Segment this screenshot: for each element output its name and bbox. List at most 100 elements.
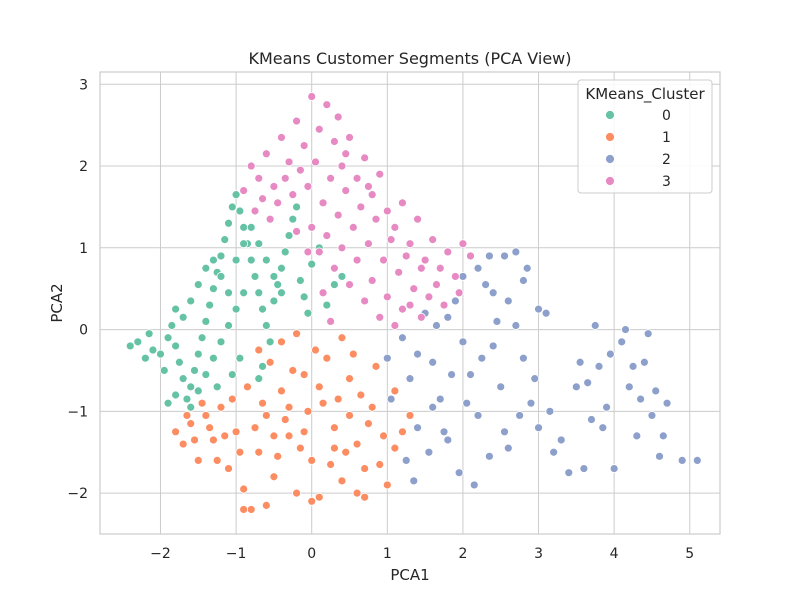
scatter-point — [197, 398, 207, 408]
scatter-point — [193, 456, 203, 465]
scatter-point — [677, 456, 687, 465]
scatter-point — [224, 288, 233, 298]
scatter-point — [284, 157, 294, 167]
scatter-point — [212, 456, 222, 465]
scatter-point — [337, 161, 347, 171]
scatter-point — [624, 382, 634, 392]
scatter-point — [371, 361, 381, 371]
legend-marker — [605, 132, 615, 142]
scatter-point — [609, 464, 619, 473]
scatter-point — [280, 173, 290, 183]
scatter-point — [345, 133, 354, 142]
scatter-point — [405, 239, 415, 249]
scatter-point — [182, 394, 192, 404]
scatter-point — [647, 411, 657, 420]
scatter-point — [401, 251, 411, 261]
scatter-point — [216, 251, 226, 261]
scatter-point — [348, 222, 358, 232]
scatter-point — [326, 316, 336, 326]
scatter-point — [322, 231, 332, 240]
scatter-point — [171, 427, 181, 437]
scatter-point — [571, 382, 581, 392]
scatter-point — [197, 333, 207, 343]
scatter-point — [575, 357, 585, 367]
scatter-point — [488, 341, 498, 351]
scatter-point — [405, 374, 415, 384]
scatter-point — [159, 366, 169, 375]
scatter-point — [352, 488, 362, 498]
y-tick-label: 1 — [79, 241, 88, 257]
scatter-point — [227, 370, 237, 379]
scatter-point — [432, 280, 441, 290]
scatter-point — [367, 276, 377, 285]
scatter-point — [186, 419, 196, 429]
scatter-point — [390, 386, 400, 396]
legend-label: 0 — [662, 108, 671, 124]
scatter-point — [246, 255, 256, 265]
scatter-point — [382, 353, 392, 363]
scatter-point — [277, 288, 286, 298]
scatter-point — [386, 235, 396, 245]
legend-marker — [605, 154, 615, 164]
scatter-point — [371, 214, 381, 224]
scatter-point — [341, 447, 351, 457]
scatter-point — [295, 276, 305, 285]
y-tick-label: 0 — [79, 323, 88, 339]
scatter-point — [428, 235, 438, 245]
scatter-point — [484, 451, 494, 461]
scatter-point — [621, 325, 630, 334]
scatter-point — [201, 263, 211, 273]
scatter-point — [352, 173, 362, 183]
scatter-point — [231, 427, 241, 437]
scatter-point — [235, 447, 245, 457]
scatter-point — [235, 206, 245, 216]
scatter-point — [224, 321, 233, 330]
scatter-point — [239, 239, 249, 249]
scatter-point — [277, 386, 286, 396]
scatter-point — [292, 227, 301, 236]
scatter-point — [292, 202, 301, 212]
scatter-point — [250, 206, 260, 216]
scatter-point — [636, 394, 646, 404]
scatter-point — [231, 190, 241, 200]
scatter-point — [311, 345, 320, 355]
scatter-point — [473, 411, 483, 420]
scatter-point — [273, 280, 283, 290]
scatter-point — [398, 304, 407, 314]
scatter-point — [269, 182, 279, 191]
scatter-point — [337, 476, 347, 486]
scatter-point — [209, 435, 218, 445]
scatter-point — [299, 292, 309, 302]
scatter-point — [390, 443, 400, 453]
x-tick-label: 4 — [610, 546, 619, 562]
scatter-point — [250, 423, 260, 433]
scatter-point — [273, 451, 283, 461]
scatter-point — [125, 341, 135, 351]
scatter-point — [231, 255, 241, 265]
scatter-point — [224, 218, 233, 228]
scatter-point — [458, 239, 468, 249]
scatter-point — [519, 353, 528, 363]
y-axis-label: PCA2 — [48, 283, 66, 322]
scatter-point — [450, 272, 460, 281]
scatter-point — [239, 186, 249, 195]
scatter-point — [564, 468, 574, 478]
scatter-point — [409, 284, 419, 294]
scatter-point — [193, 386, 203, 396]
scatter-point — [617, 337, 627, 347]
scatter-point — [216, 402, 226, 412]
scatter-point — [534, 423, 543, 433]
scatter-point — [605, 349, 615, 359]
scatter-point — [382, 206, 392, 216]
scatter-point — [239, 222, 249, 232]
scatter-point — [382, 480, 392, 490]
scatter-point — [288, 366, 298, 375]
scatter-point — [273, 198, 283, 208]
scatter-point — [163, 398, 173, 408]
scatter-point — [288, 190, 298, 200]
scatter-point — [326, 173, 336, 183]
scatter-point — [405, 300, 415, 310]
scatter-point — [390, 321, 400, 330]
scatter-point — [481, 280, 491, 290]
scatter-point — [292, 329, 301, 339]
